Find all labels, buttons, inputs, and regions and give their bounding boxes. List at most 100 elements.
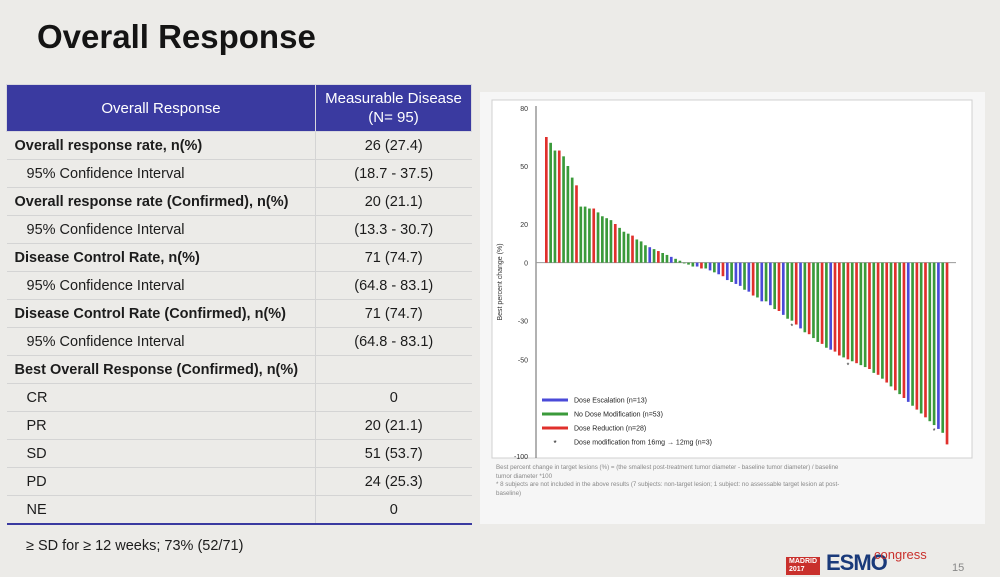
page-number: 15 [952, 562, 965, 574]
waterfall-bar [850, 262, 854, 362]
waterfall-bar [837, 262, 841, 356]
table-row: 95% Confidence Interval (64.8 - 83.1) [6, 327, 472, 356]
waterfall-bar [669, 256, 673, 263]
row-label: SD [6, 439, 316, 468]
asterisk-marker: * [847, 362, 850, 369]
waterfall-bar [743, 262, 746, 290]
row-label: 95% Confidence Interval [6, 159, 316, 188]
waterfall-bar [803, 262, 807, 333]
waterfall-bar [885, 262, 889, 383]
waterfall-bar [635, 239, 639, 263]
y-tick-label: 0 [524, 261, 528, 268]
waterfall-bar [868, 262, 871, 369]
row-value: 51 (53.7) [315, 439, 472, 468]
row-value: (18.7 - 37.5) [315, 159, 472, 188]
waterfall-bar [596, 212, 600, 263]
waterfall-bar [842, 262, 845, 358]
waterfall-bar [557, 150, 561, 263]
waterfall-bar [700, 262, 703, 269]
waterfall-bar [833, 262, 837, 352]
congress-wordmark: congress [874, 547, 927, 562]
waterfall-bar [570, 177, 574, 263]
header-overall-response: Overall Response [6, 84, 316, 132]
waterfall-bar [816, 262, 820, 342]
waterfall-bar [687, 262, 690, 265]
table-row: Disease Control Rate (Confirmed), n(%) 71… [6, 299, 472, 328]
waterfall-bar [889, 262, 893, 387]
waterfall-bar [717, 262, 721, 275]
waterfall-bar [941, 262, 945, 433]
waterfall-bar [674, 258, 677, 263]
waterfall-bar [601, 216, 604, 263]
waterfall-bar [713, 262, 716, 273]
waterfall-bar [549, 142, 552, 263]
waterfall-bar [661, 253, 665, 263]
header-measurable-disease-line1: Measurable Disease [325, 90, 462, 107]
waterfall-bar [545, 137, 548, 263]
waterfall-bar [924, 262, 927, 418]
row-label: Overall response rate (Confirmed), n(%) [6, 187, 316, 216]
row-value: 26 (27.4) [315, 131, 472, 160]
waterfall-bar [790, 262, 794, 321]
row-value: (64.8 - 83.1) [315, 327, 472, 356]
y-tick-label: -50 [518, 357, 528, 364]
waterfall-bar [605, 218, 608, 263]
legend-label: Dose modification from 16mg → 12mg (n=3) [574, 440, 712, 447]
waterfall-bar [695, 262, 699, 267]
waterfall-chart: 80 50 20 0 -30 -50 -100 Best percent change (%)… [491, 99, 973, 461]
waterfall-bar [902, 262, 906, 398]
row-value: 20 (21.1) [315, 187, 472, 216]
waterfall-bar [730, 262, 733, 282]
table-row: PD 24 (25.3) [6, 467, 472, 496]
waterfall-bar [678, 260, 682, 263]
waterfall-bar [876, 262, 880, 375]
waterfall-bar [648, 247, 652, 263]
table-row: Overall response rate (Confirmed), n(%) 2… [6, 187, 472, 216]
response-table: Overall Response Measurable Disease (N= … [6, 84, 472, 525]
table-row: CR 0 [6, 383, 472, 412]
row-label: 95% Confidence Interval [6, 327, 316, 356]
waterfall-bar [781, 262, 785, 315]
waterfall-bar [579, 206, 583, 263]
waterfall-bar [825, 262, 828, 348]
header-measurable-disease-line2: (N= 95) [368, 109, 419, 126]
esmo-wordmark: ESMO [826, 550, 888, 575]
waterfall-bar [631, 235, 634, 263]
waterfall-bar [751, 262, 755, 296]
waterfall-bar [898, 262, 901, 395]
waterfall-bar [704, 262, 708, 269]
waterfall-bar [682, 262, 686, 264]
waterfall-bar [764, 262, 768, 302]
waterfall-bar [859, 262, 863, 366]
waterfall-bar [893, 262, 897, 391]
caption-line: Best percent change in target lesions (%… [496, 464, 839, 471]
waterfall-bar [721, 262, 725, 277]
waterfall-bar [657, 251, 660, 263]
row-value [315, 355, 472, 384]
waterfall-bar [575, 185, 578, 263]
row-label: PD [6, 467, 316, 496]
y-tick-label: 20 [520, 222, 528, 229]
y-tick-label: -30 [518, 319, 528, 326]
waterfall-bar [928, 262, 932, 422]
waterfall-bar [613, 224, 617, 263]
waterfall-bar [855, 262, 858, 364]
table-row: 95% Confidence Interval (13.3 - 30.7) [6, 215, 472, 244]
table-row: Overall response rate, n(%) 26 (27.4) [6, 131, 472, 160]
caption-line: baseline) [496, 489, 522, 497]
row-label: NE [6, 495, 316, 525]
row-label: Disease Control Rate (Confirmed), n(%) [6, 299, 316, 328]
waterfall-bar [665, 254, 669, 263]
waterfall-bar [588, 208, 591, 263]
waterfall-bar [618, 227, 621, 263]
waterfall-bar [592, 208, 596, 263]
waterfall-bar [812, 262, 815, 339]
waterfall-bar [937, 262, 940, 429]
madrid-text: MADRID [789, 558, 817, 565]
asterisk-marker: * [791, 324, 794, 331]
waterfall-bar [644, 245, 647, 263]
page-title: Overall Response [37, 18, 316, 55]
waterfall-bar [846, 262, 850, 360]
row-label: PR [6, 411, 316, 440]
table-row: Best Overall Response (Confirmed), n(%) [6, 355, 472, 384]
